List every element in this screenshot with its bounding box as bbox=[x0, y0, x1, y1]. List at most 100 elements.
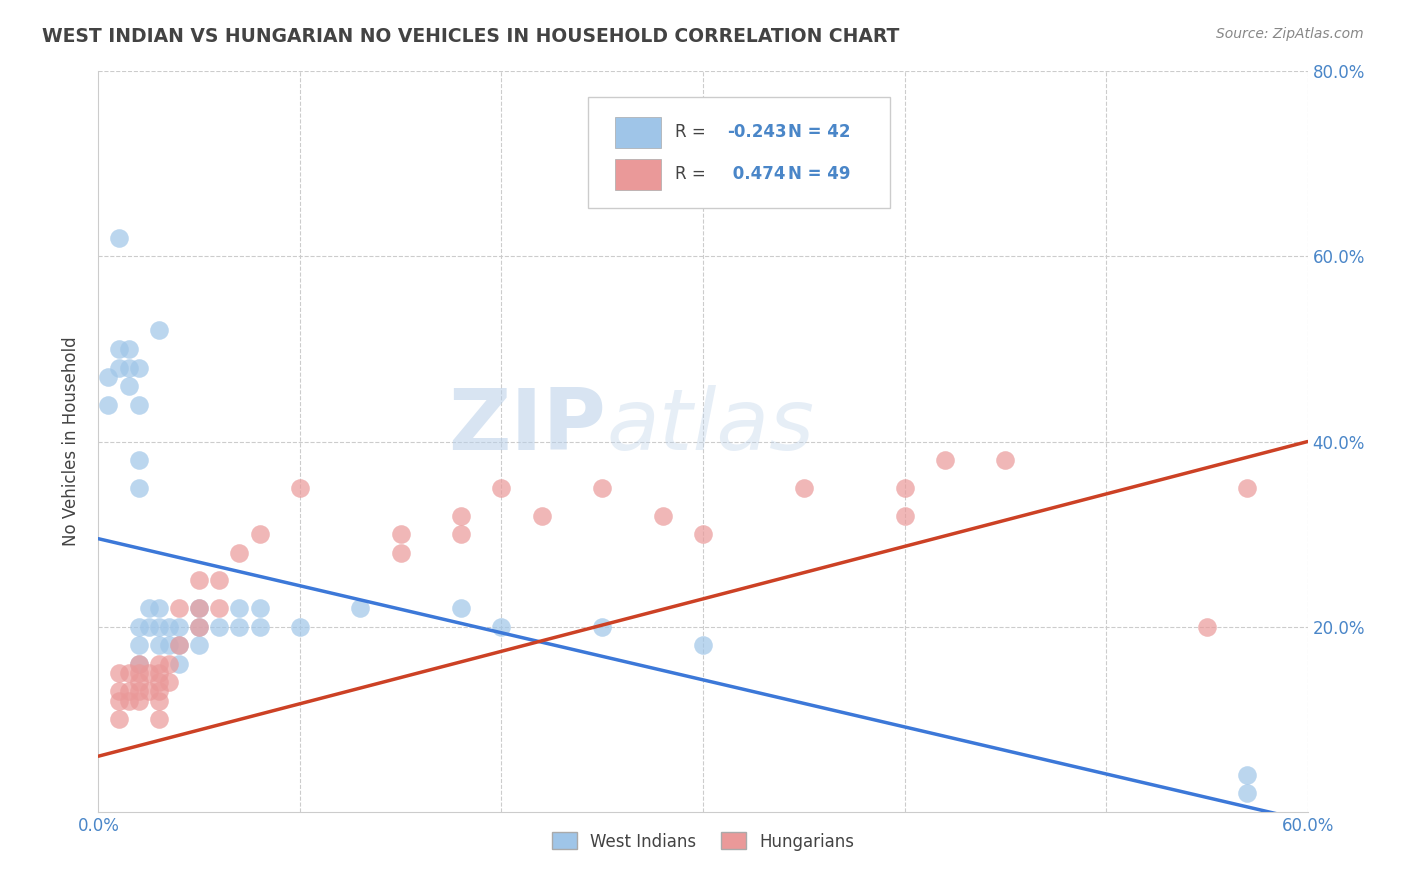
Point bbox=[128, 481, 150, 495]
Point bbox=[208, 619, 231, 633]
Point bbox=[107, 360, 129, 375]
Point bbox=[491, 619, 513, 633]
Point bbox=[148, 638, 170, 652]
Point bbox=[107, 665, 129, 680]
Point bbox=[138, 665, 160, 680]
Point bbox=[107, 342, 129, 356]
Point bbox=[893, 508, 915, 523]
Point bbox=[188, 574, 211, 588]
Point bbox=[208, 574, 231, 588]
Point bbox=[148, 665, 170, 680]
Point bbox=[692, 638, 714, 652]
Text: N = 42: N = 42 bbox=[787, 123, 851, 141]
Point bbox=[893, 481, 915, 495]
Point bbox=[491, 481, 513, 495]
Text: -0.243: -0.243 bbox=[727, 123, 787, 141]
Point bbox=[148, 657, 170, 671]
Point bbox=[188, 601, 211, 615]
Point bbox=[288, 481, 311, 495]
FancyBboxPatch shape bbox=[614, 117, 661, 147]
Point bbox=[107, 231, 129, 245]
Point bbox=[138, 619, 160, 633]
Point bbox=[530, 508, 553, 523]
Point bbox=[118, 342, 141, 356]
Point bbox=[128, 453, 150, 467]
Point bbox=[188, 638, 211, 652]
Point bbox=[389, 527, 412, 541]
Point bbox=[349, 601, 371, 615]
Point bbox=[148, 619, 170, 633]
Point bbox=[128, 684, 150, 698]
Point bbox=[157, 638, 180, 652]
Point bbox=[793, 481, 815, 495]
Point bbox=[118, 684, 141, 698]
Point bbox=[188, 601, 211, 615]
Point bbox=[249, 527, 271, 541]
Point bbox=[157, 657, 180, 671]
Point bbox=[148, 324, 170, 338]
FancyBboxPatch shape bbox=[588, 97, 890, 209]
Point bbox=[97, 398, 120, 412]
Point bbox=[128, 638, 150, 652]
Point bbox=[1236, 481, 1258, 495]
Point bbox=[167, 638, 190, 652]
Text: Source: ZipAtlas.com: Source: ZipAtlas.com bbox=[1216, 27, 1364, 41]
Point bbox=[228, 545, 250, 560]
Point bbox=[1195, 619, 1218, 633]
Point bbox=[118, 379, 141, 393]
Point bbox=[249, 619, 271, 633]
Point bbox=[118, 360, 141, 375]
Point bbox=[128, 665, 150, 680]
Point bbox=[450, 508, 472, 523]
Point bbox=[128, 619, 150, 633]
Text: ZIP: ZIP bbox=[449, 385, 606, 468]
Point bbox=[1236, 786, 1258, 800]
Y-axis label: No Vehicles in Household: No Vehicles in Household bbox=[62, 336, 80, 547]
Point bbox=[167, 601, 190, 615]
Point bbox=[148, 684, 170, 698]
Point bbox=[208, 601, 231, 615]
Point bbox=[994, 453, 1017, 467]
Point bbox=[128, 398, 150, 412]
Point bbox=[157, 675, 180, 690]
Text: atlas: atlas bbox=[606, 385, 814, 468]
Point bbox=[692, 527, 714, 541]
Point bbox=[288, 619, 311, 633]
Point bbox=[591, 619, 613, 633]
Point bbox=[167, 638, 190, 652]
Point bbox=[450, 601, 472, 615]
Point bbox=[1236, 767, 1258, 781]
Point bbox=[167, 657, 190, 671]
Point bbox=[128, 360, 150, 375]
Point bbox=[228, 601, 250, 615]
Point bbox=[107, 684, 129, 698]
Point bbox=[118, 665, 141, 680]
Point bbox=[107, 694, 129, 708]
Text: WEST INDIAN VS HUNGARIAN NO VEHICLES IN HOUSEHOLD CORRELATION CHART: WEST INDIAN VS HUNGARIAN NO VEHICLES IN … bbox=[42, 27, 900, 45]
Point bbox=[591, 481, 613, 495]
Text: R =: R = bbox=[675, 123, 706, 141]
Point bbox=[157, 619, 180, 633]
Point bbox=[249, 601, 271, 615]
Text: R =: R = bbox=[675, 165, 706, 183]
Point bbox=[128, 657, 150, 671]
Point bbox=[128, 694, 150, 708]
Point bbox=[107, 712, 129, 726]
Point bbox=[148, 694, 170, 708]
Point bbox=[450, 527, 472, 541]
Point bbox=[148, 601, 170, 615]
Point bbox=[934, 453, 956, 467]
Text: N = 49: N = 49 bbox=[787, 165, 851, 183]
Legend: West Indians, Hungarians: West Indians, Hungarians bbox=[543, 824, 863, 859]
Text: 0.474: 0.474 bbox=[727, 165, 786, 183]
Point bbox=[188, 619, 211, 633]
Point bbox=[128, 675, 150, 690]
Point bbox=[138, 684, 160, 698]
Point bbox=[853, 175, 876, 190]
Point bbox=[148, 712, 170, 726]
Point bbox=[228, 619, 250, 633]
Point bbox=[651, 508, 673, 523]
Point bbox=[97, 369, 120, 384]
FancyBboxPatch shape bbox=[614, 159, 661, 190]
Point bbox=[148, 675, 170, 690]
